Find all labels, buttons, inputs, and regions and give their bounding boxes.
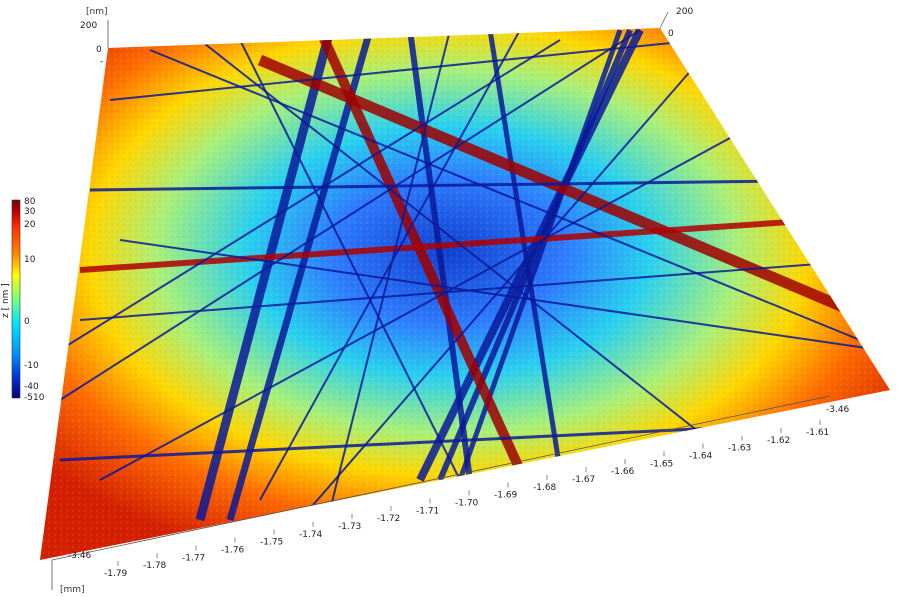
x-tick-label: -1.66 <box>611 467 635 477</box>
axis-frame <box>51 11 831 590</box>
scratch-line <box>226 29 374 521</box>
scratch-line <box>99 99 801 481</box>
y-axis-right-label: -3.46 <box>826 405 850 415</box>
scratch-line <box>79 259 871 321</box>
y-axis-front-label: -3.46 <box>68 551 92 561</box>
colorbar-gradient <box>11 199 21 399</box>
colorbar-tick-label: -510 <box>24 393 45 403</box>
z-tick-left-2: - <box>100 57 103 67</box>
z-tick-left-0: 200 <box>80 21 97 31</box>
colorbar-tick-label: 10 <box>24 255 36 265</box>
x-tick-label: -1.76 <box>221 546 245 556</box>
x-tick-label: -1.73 <box>338 522 361 532</box>
x-tick-label: -1.70 <box>455 499 479 509</box>
scratch-line <box>199 39 761 481</box>
x-tick-label: -1.71 <box>416 506 439 516</box>
scratch-line <box>329 29 451 511</box>
x-axis-unit: [mm] <box>60 585 85 595</box>
x-axis-ticks: -1.79 -1.78 -1.77 -1.76 -1.75 -1.74 -1.73 -1.72… <box>104 420 829 579</box>
scratch-line <box>59 29 641 401</box>
x-tick-label: -1.65 <box>650 459 673 469</box>
colorbar-tick-label: 20 <box>24 220 36 230</box>
x-tick-label: -1.61 <box>806 428 829 438</box>
x-tick-label: -1.64 <box>689 452 713 462</box>
colorbar-tick-label: 0 <box>24 317 30 327</box>
x-tick-label: -1.72 <box>377 514 400 524</box>
colorbar-tick-label: -10 <box>24 361 39 371</box>
x-tick-label: -1.62 <box>767 436 790 446</box>
surface-map <box>40 28 890 560</box>
x-tick-label: -1.78 <box>143 561 167 571</box>
colorbar-title: z [ nm ] <box>1 283 11 318</box>
z-unit-label: [nm] <box>86 7 108 17</box>
x-tick-label: -1.67 <box>572 475 595 485</box>
scratch-line <box>119 239 881 351</box>
colorbar-tick-label: -40 <box>24 382 39 392</box>
scratch-line <box>259 29 521 501</box>
scratch-line <box>299 59 701 521</box>
scratch-line <box>89 178 861 192</box>
colorbar-tick-label: 30 <box>24 207 36 217</box>
scratch-line <box>59 39 561 351</box>
scratch-line <box>109 39 701 101</box>
z-tick-left-1: 0 <box>96 45 102 55</box>
scratch-line <box>195 28 335 522</box>
x-tick-label: -1.79 <box>104 569 128 579</box>
scratch-line <box>437 28 633 482</box>
z-tick-right-0: 200 <box>676 7 693 17</box>
x-tick-label: -1.63 <box>728 444 751 454</box>
z-tick-right-1: 0 <box>668 29 674 39</box>
x-tick-label: -1.69 <box>494 491 518 501</box>
x-tick-label: -1.77 <box>182 553 205 563</box>
x-tick-label: -1.75 <box>260 538 283 548</box>
scratch-line <box>239 39 481 521</box>
x-tick-label: -1.68 <box>533 483 557 493</box>
colorbar-tick-label: 80 <box>24 197 36 207</box>
x-tick-label: -1.74 <box>299 530 323 540</box>
